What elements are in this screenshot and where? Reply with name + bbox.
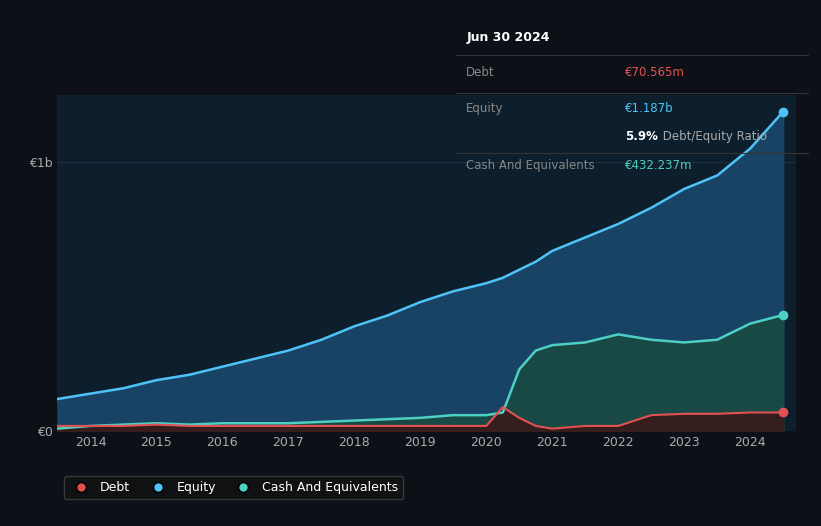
Text: Equity: Equity [466,102,504,115]
Legend: Debt, Equity, Cash And Equivalents: Debt, Equity, Cash And Equivalents [64,476,403,499]
Text: €1.187b: €1.187b [625,102,674,115]
Text: Cash And Equivalents: Cash And Equivalents [466,159,595,172]
Text: €432.237m: €432.237m [625,159,693,172]
Text: Jun 30 2024: Jun 30 2024 [466,31,550,44]
Text: Debt/Equity Ratio: Debt/Equity Ratio [658,130,767,144]
Text: €70.565m: €70.565m [625,66,685,79]
Text: 5.9%: 5.9% [625,130,658,144]
Text: Debt: Debt [466,66,495,79]
